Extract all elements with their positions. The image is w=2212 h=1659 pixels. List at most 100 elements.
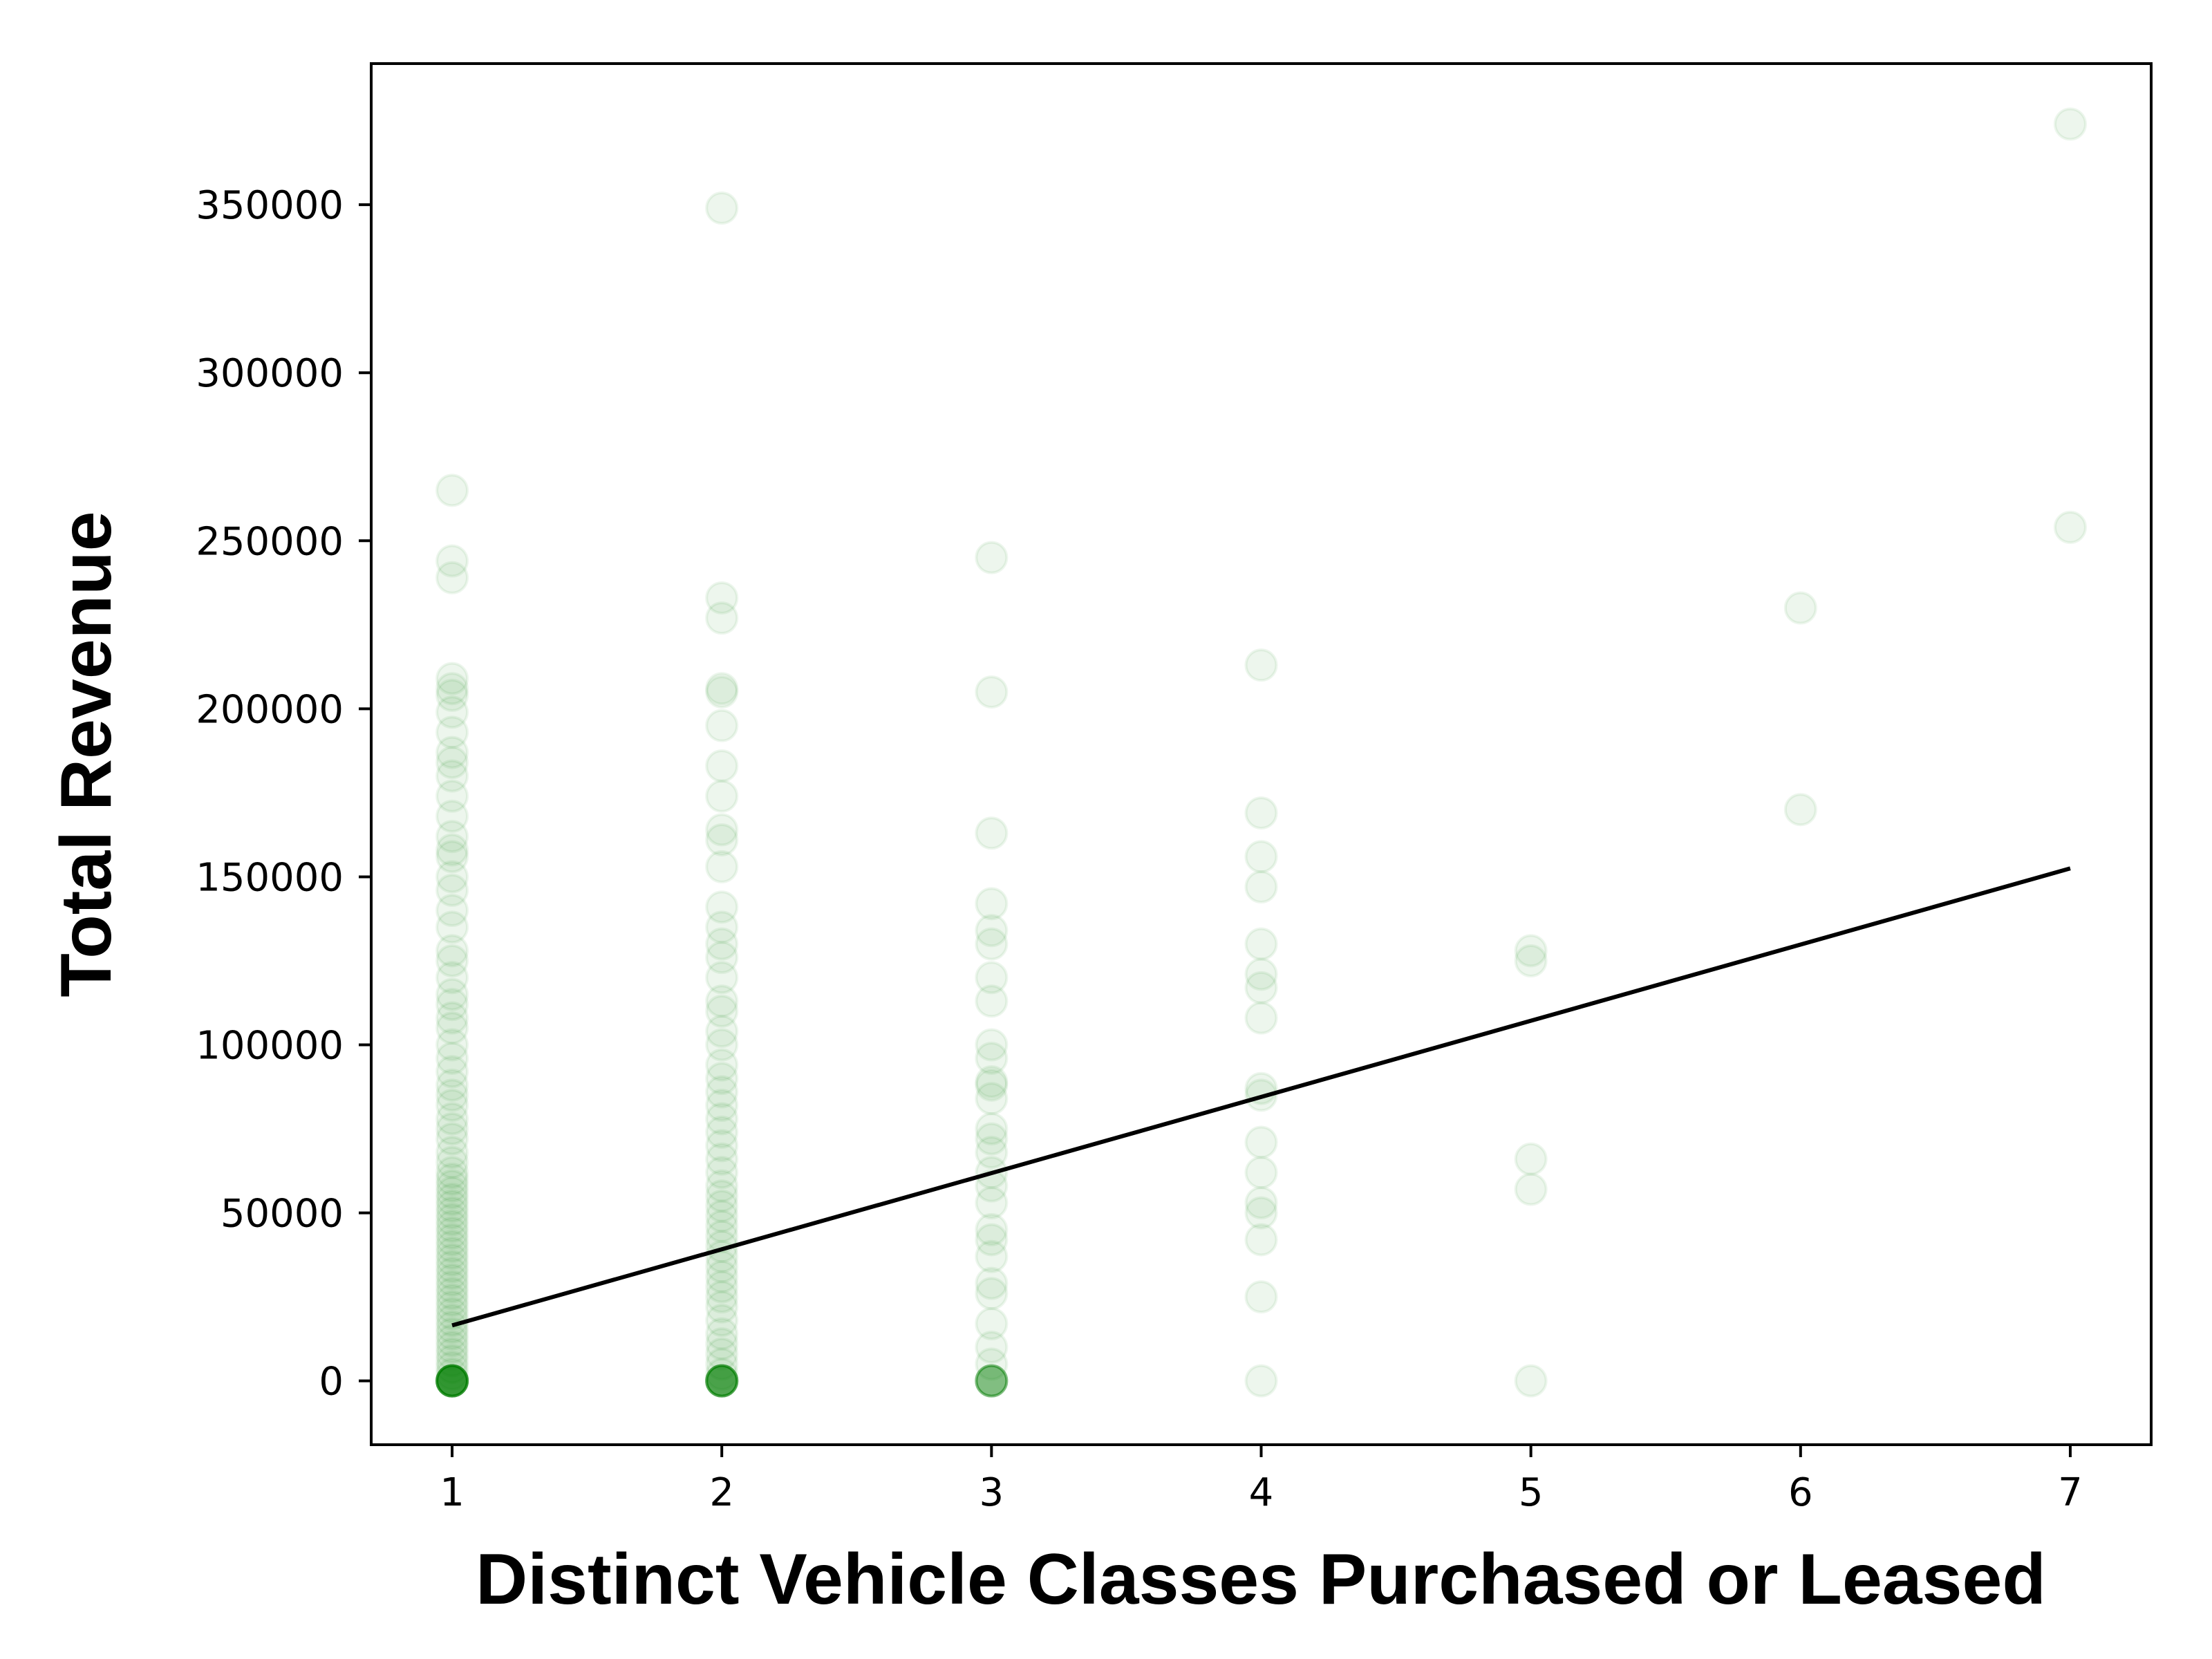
data-point <box>705 1327 739 1361</box>
data-point <box>705 1364 739 1398</box>
data-point <box>1244 796 1278 830</box>
data-point <box>705 927 739 961</box>
data-point <box>705 823 739 856</box>
data-point <box>435 715 469 749</box>
data-point <box>435 799 469 833</box>
data-point <box>975 1065 1009 1098</box>
y-tick-label: 250000 <box>196 519 344 564</box>
x-axis-label: Distinct Vehicle Classes Purchased or Le… <box>476 1539 2046 1620</box>
data-point <box>435 1189 469 1223</box>
data-point <box>435 1122 469 1156</box>
data-point <box>435 1136 469 1170</box>
data-point <box>435 1283 469 1317</box>
data-point <box>435 695 469 729</box>
trend-line <box>451 866 2071 1328</box>
data-point <box>435 873 469 907</box>
y-axis-label: Total Revenue <box>46 511 126 997</box>
data-point <box>1514 1364 1548 1398</box>
data-point <box>705 191 739 225</box>
data-point <box>435 1364 469 1398</box>
data-point <box>1783 793 1817 827</box>
data-point <box>705 1364 739 1398</box>
data-point <box>705 1364 739 1398</box>
data-point <box>975 1239 1009 1273</box>
data-point <box>705 1364 739 1398</box>
data-point <box>435 1364 469 1398</box>
data-point <box>435 1270 469 1304</box>
data-point <box>1244 927 1278 961</box>
data-point <box>435 1364 469 1398</box>
data-point <box>705 601 739 635</box>
data-point <box>975 1347 1009 1381</box>
data-point <box>435 840 469 874</box>
data-point <box>975 1364 1009 1398</box>
data-point <box>435 1364 469 1398</box>
data-point <box>435 860 469 894</box>
data-point <box>435 1156 469 1190</box>
data-point <box>705 1219 739 1253</box>
data-point <box>435 1041 469 1075</box>
data-point <box>435 1364 469 1398</box>
data-point <box>435 1068 469 1102</box>
data-point <box>1244 648 1278 682</box>
data-point <box>975 816 1009 850</box>
data-point <box>435 988 469 1022</box>
data-point <box>1244 1280 1278 1314</box>
data-point <box>705 1199 739 1233</box>
data-point <box>435 1028 469 1062</box>
data-point <box>1514 1142 1548 1176</box>
data-point <box>435 561 469 594</box>
data-point <box>435 779 469 813</box>
data-point <box>975 887 1009 921</box>
data-point <box>435 961 469 995</box>
data-point <box>705 1337 739 1371</box>
data-point <box>435 1364 469 1398</box>
data-point <box>705 581 739 615</box>
data-point <box>705 1290 739 1324</box>
data-point <box>705 1364 739 1398</box>
data-point <box>975 1364 1009 1398</box>
data-point <box>435 1364 469 1398</box>
data-point <box>975 1169 1009 1203</box>
data-point <box>435 1210 469 1244</box>
data-point <box>1244 1001 1278 1035</box>
data-point <box>435 1169 469 1203</box>
data-point <box>975 1266 1009 1300</box>
data-point <box>1244 1364 1278 1398</box>
data-point <box>705 984 739 1018</box>
data-point <box>705 890 739 924</box>
data-point <box>435 1216 469 1250</box>
data-point <box>435 1263 469 1297</box>
trend-line-group <box>451 866 2071 1328</box>
data-point <box>975 1041 1009 1075</box>
data-point <box>435 1223 469 1257</box>
data-point <box>705 779 739 813</box>
data-point <box>975 1082 1009 1116</box>
data-point <box>705 1364 739 1398</box>
data-point <box>435 1277 469 1311</box>
data-point <box>705 675 739 709</box>
data-point <box>705 1179 739 1213</box>
data-point <box>435 1364 469 1398</box>
data-point <box>435 1364 469 1398</box>
data-point <box>1244 957 1278 991</box>
data-point <box>435 1078 469 1112</box>
data-point <box>435 1331 469 1365</box>
data-point <box>1514 1172 1548 1206</box>
data-point <box>975 1068 1009 1102</box>
data-point <box>2053 107 2087 141</box>
data-point <box>705 1304 739 1338</box>
data-point <box>705 1142 739 1176</box>
data-point <box>975 1364 1009 1398</box>
data-point <box>705 1089 739 1123</box>
data-point <box>435 1250 469 1284</box>
data-point <box>435 1364 469 1398</box>
data-point <box>2053 510 2087 544</box>
data-point <box>435 1196 469 1230</box>
data-point <box>975 1364 1009 1398</box>
data-point <box>435 944 469 977</box>
data-point <box>435 1089 469 1123</box>
data-point <box>705 1280 739 1314</box>
